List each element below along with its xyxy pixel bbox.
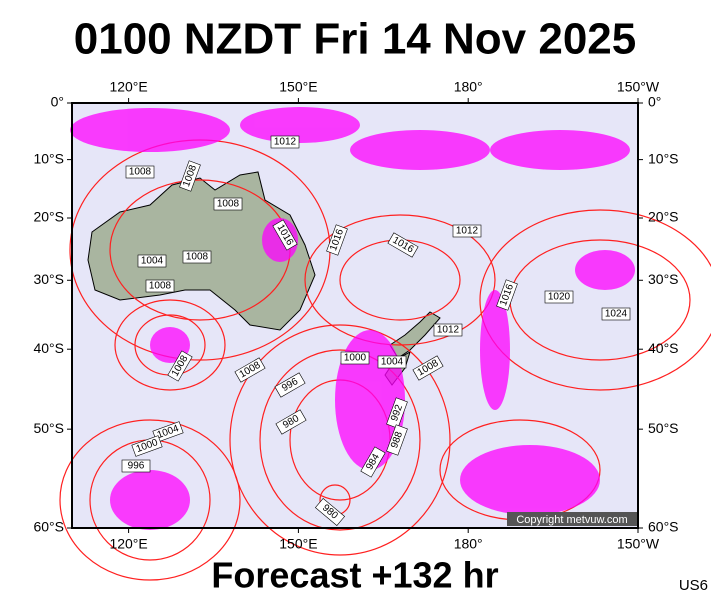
lat-label: 10°S	[33, 150, 64, 166]
isobar-label-box	[131, 435, 163, 457]
isobar-label-box	[544, 290, 574, 304]
lat-label: 40°S	[33, 340, 64, 356]
isobar-label-box	[433, 323, 463, 337]
isobar-label-box	[270, 135, 300, 149]
lon-label: 150°E	[279, 536, 317, 552]
isobar-label-group: 1004	[137, 254, 167, 268]
isobar-label-box	[452, 224, 482, 238]
isobar-label: 1008	[186, 252, 209, 263]
isobar-label: 1012	[456, 226, 479, 237]
isobar-label-group: 1000	[340, 351, 370, 365]
isobar-label-group: 1016	[326, 224, 348, 256]
isobar-label-box	[234, 357, 266, 383]
isobar-label-box	[386, 424, 408, 456]
isobar-label-box	[182, 250, 212, 264]
isobar-label-box	[275, 409, 307, 435]
lon-label: 120°E	[109, 79, 147, 95]
isobar-label: 1020	[548, 292, 571, 303]
isobar-label-group: 1020	[544, 290, 574, 304]
isobar-label-box	[360, 446, 386, 478]
lat-label: 0°	[51, 94, 64, 110]
lon-label: 180°	[454, 536, 483, 552]
isobar-label: 1012	[437, 325, 460, 336]
lon-label: 150°W	[617, 79, 660, 95]
isobar-label-box	[386, 397, 408, 429]
isobar-label-box	[377, 355, 407, 369]
lat-label: 60°S	[33, 519, 64, 535]
lon-label: 150°W	[617, 536, 660, 552]
lat-label: 60°S	[648, 519, 679, 535]
lat-label: 40°S	[648, 340, 679, 356]
isobar-label: 1008	[129, 167, 152, 178]
isobar-label-box	[121, 459, 151, 473]
isobar-label-group: 992	[386, 397, 408, 429]
lon-label: 180°	[454, 79, 483, 95]
corner-code: US6	[679, 577, 708, 594]
isobar-label-box	[496, 279, 518, 311]
isobar-label: 1000	[344, 353, 367, 364]
isobar-label-group: 1024	[601, 307, 631, 321]
lat-label: 0°	[648, 94, 661, 110]
isobar-label-group: 1012	[270, 135, 300, 149]
isobar-label-box	[272, 219, 298, 251]
isobar-label-box	[137, 254, 167, 268]
isobar-label-box	[387, 232, 419, 258]
new-zealand	[389, 311, 441, 359]
isobar-label: 1004	[381, 357, 404, 368]
isobar-label-box	[179, 160, 201, 192]
lat-label: 20°S	[648, 209, 679, 225]
frame	[71, 102, 639, 529]
footer: Forecast +132 hr	[211, 555, 498, 596]
isobar-label-box	[314, 497, 346, 527]
isobar-label-group: 988	[386, 424, 408, 456]
isobar-label-group: 1008	[145, 279, 175, 293]
lon-label: 120°E	[109, 536, 147, 552]
isobar-label-box	[340, 351, 370, 365]
isobar-label: 996	[128, 461, 145, 472]
isobar-label-box	[274, 372, 306, 398]
isobar-label-box	[167, 350, 193, 382]
isobar-label-group: 1008	[125, 165, 155, 179]
lon-label: 150°E	[279, 79, 317, 95]
isobar-label: 1024	[605, 309, 628, 320]
isobar-label-group: 980	[275, 409, 307, 435]
copyright-box	[507, 512, 637, 526]
isobar-label-box	[601, 307, 631, 321]
isobar-label-group: 996	[121, 459, 151, 473]
lat-label: 30°S	[33, 271, 64, 287]
title: 0100 NZDT Fri 14 Nov 2025	[74, 15, 636, 64]
lat-label: 30°S	[648, 271, 679, 287]
isobar-label-group: 1008	[213, 197, 243, 211]
isobar-label: 1008	[217, 199, 240, 210]
isobar-label-box	[125, 165, 155, 179]
isobar-label-box	[412, 355, 444, 381]
rain-areas	[70, 107, 635, 530]
isobar-label-group: 1012	[433, 323, 463, 337]
isobar-label: 1008	[149, 281, 172, 292]
isobar-label-group: 1004	[377, 355, 407, 369]
isobar-label-group: 996	[274, 372, 306, 398]
isobar-label-box	[145, 279, 175, 293]
lat-label: 50°S	[648, 420, 679, 436]
lat-label: 20°S	[33, 209, 64, 225]
lat-label: 10°S	[648, 150, 679, 166]
plot-area	[59, 102, 711, 581]
isobar-label: 1012	[274, 137, 297, 148]
isobar-label-group: 1012	[452, 224, 482, 238]
copyright: Copyright metvuw.com	[516, 514, 627, 526]
isobar-label-box	[326, 224, 348, 256]
isobar-label-group: 1008	[182, 250, 212, 264]
isobar-label: 1004	[141, 256, 164, 267]
isobar-label-box	[213, 197, 243, 211]
lat-label: 50°S	[33, 420, 64, 436]
